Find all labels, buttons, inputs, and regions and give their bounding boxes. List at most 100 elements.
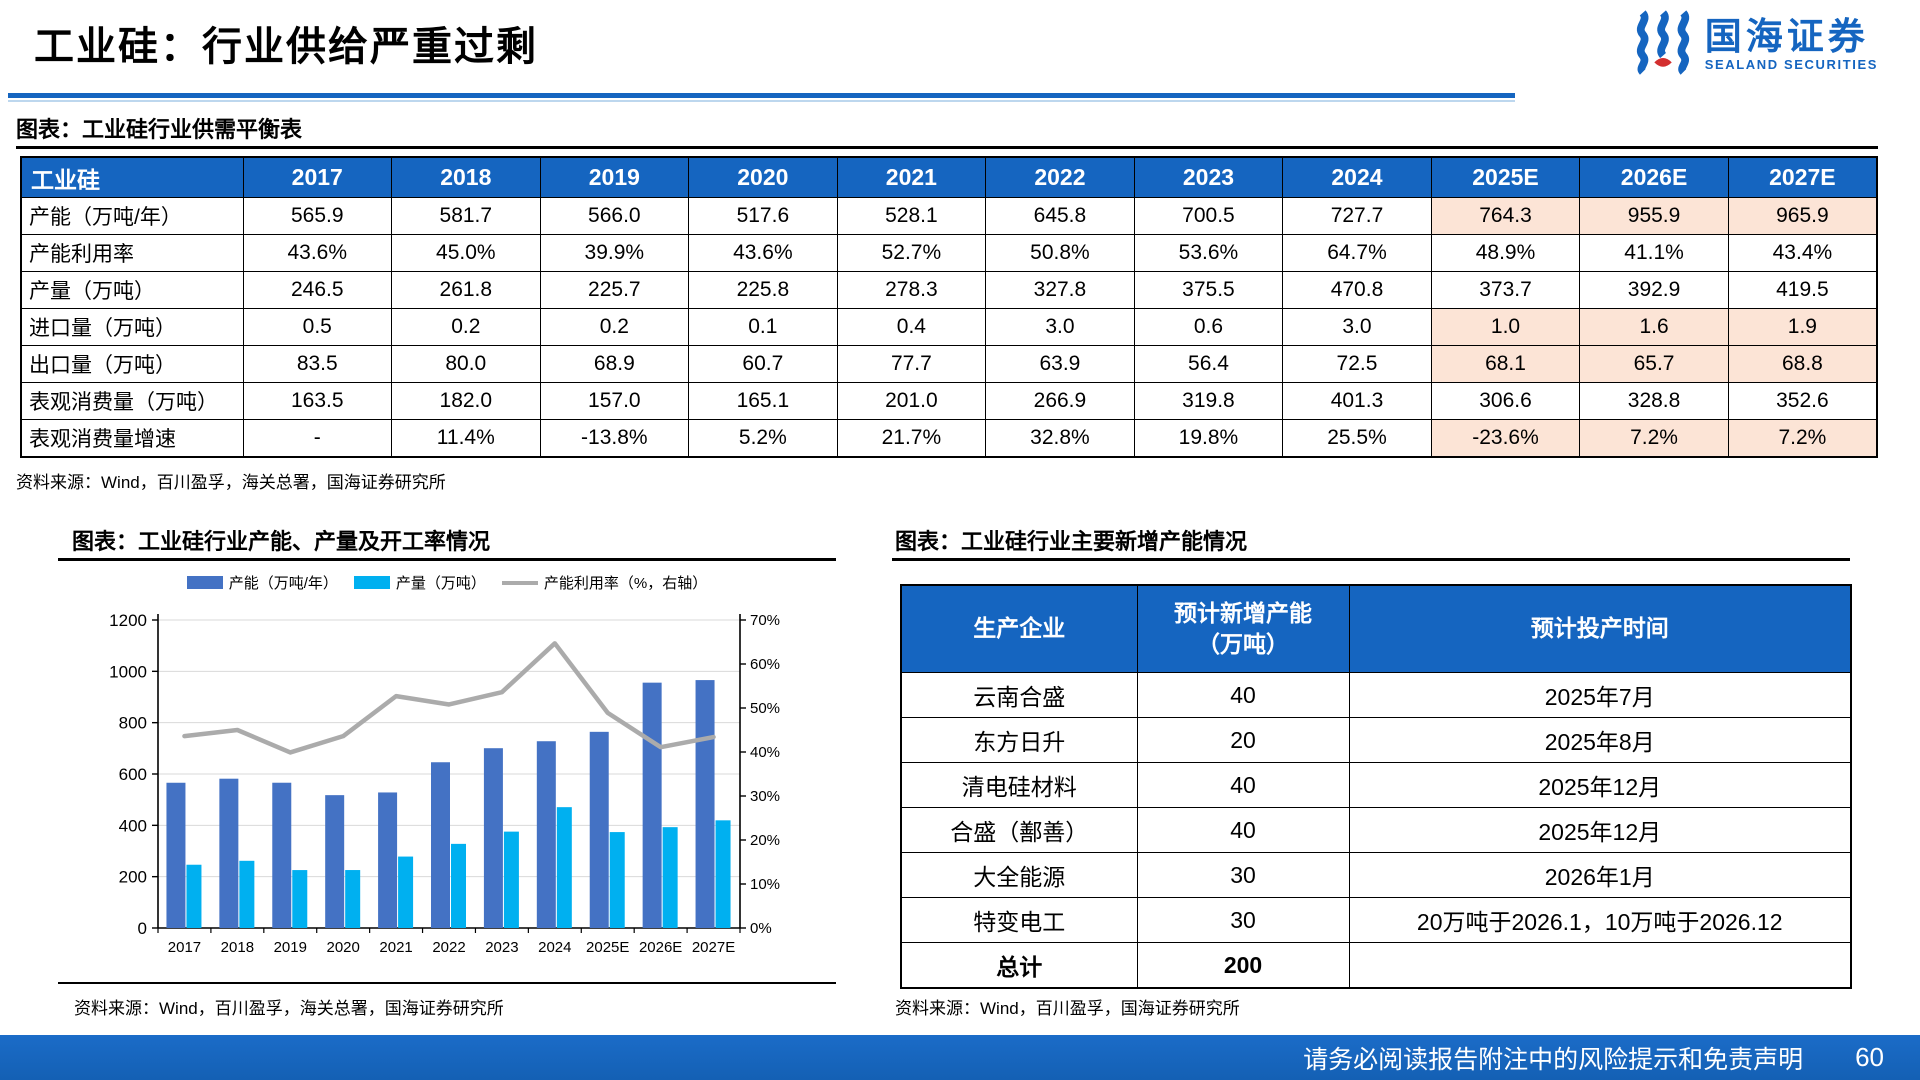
balance-cell: 0.1 bbox=[688, 308, 838, 346]
balance-table-source: 资料来源：Wind，百川盈孚，海关总署，国海证券研究所 bbox=[16, 473, 446, 492]
left-axis-label: 1000 bbox=[109, 662, 147, 681]
chart-source: 资料来源：Wind，百川盈孚，海关总署，国海证券研究所 bbox=[74, 999, 504, 1018]
balance-cell: 19.8% bbox=[1133, 419, 1284, 458]
balance-cell: 1.9 bbox=[1727, 308, 1878, 346]
balance-cell: 157.0 bbox=[539, 382, 690, 420]
capacity-table-header-row: 生产企业 预计新增产能 （万吨） 预计投产时间 bbox=[900, 584, 1852, 673]
balance-cell: 52.7% bbox=[836, 234, 987, 272]
chart-caption-rule bbox=[58, 558, 836, 561]
title-divider bbox=[8, 93, 1515, 98]
balance-cell: 11.4% bbox=[391, 419, 541, 458]
capacity-cell: 40 bbox=[1136, 762, 1350, 808]
capacity-table-row: 合盛（鄯善） 40 2025年12月 bbox=[900, 807, 1852, 853]
capacity-cell: 清电硅材料 bbox=[900, 762, 1138, 808]
balance-cell: 65.7 bbox=[1579, 345, 1729, 383]
balance-cell: 64.7% bbox=[1282, 234, 1432, 272]
capacity-table-row: 东方日升 20 2025年8月 bbox=[900, 717, 1852, 763]
balance-table-row: 产能利用率 43.6% 45.0% 39.9% 43.6% 52.7% 50.8% 53.6%… bbox=[20, 234, 1878, 272]
balance-cell: 1.0 bbox=[1430, 308, 1581, 346]
balance-cell: 373.7 bbox=[1430, 271, 1581, 309]
balance-table-row: 进口量（万吨） 0.5 0.2 0.2 0.1 0.4 3.0 0.6 3.0 1.0 1.6 1.9 bbox=[20, 308, 1878, 346]
legend-label: 产能（万吨/年） bbox=[228, 575, 338, 592]
right-axis-label: 70% bbox=[750, 612, 780, 629]
capacity-caption-rule bbox=[892, 558, 1850, 561]
capacity-cell: 30 bbox=[1136, 897, 1350, 943]
balance-cell: 0.5 bbox=[242, 308, 393, 346]
capacity-cell: 20 bbox=[1136, 717, 1350, 763]
balance-row-label: 产能（万吨/年） bbox=[20, 197, 244, 235]
balance-cell: 419.5 bbox=[1727, 271, 1878, 309]
balance-cell: 327.8 bbox=[985, 271, 1135, 309]
balance-cell: 68.8 bbox=[1727, 345, 1878, 383]
balance-cell: 68.9 bbox=[539, 345, 690, 383]
balance-cell: 39.9% bbox=[539, 234, 690, 272]
capacity-cell: 合盛（鄯善） bbox=[900, 807, 1138, 853]
balance-row-label: 进口量（万吨） bbox=[20, 308, 244, 346]
capacity-cell: 20万吨于2026.1，10万吨于2026.12 bbox=[1348, 897, 1852, 943]
balance-cell: 72.5 bbox=[1282, 345, 1432, 383]
output-bar bbox=[398, 856, 414, 928]
x-axis-label: 2026E bbox=[639, 939, 682, 956]
balance-cell: 3.0 bbox=[985, 308, 1135, 346]
balance-cell: 0.4 bbox=[836, 308, 987, 346]
balance-table-row: 表观消费量增速 -11.4% -13.8% 5.2% 21.7% 32.8% 19.8% 25… bbox=[20, 419, 1878, 458]
balance-cell: 517.6 bbox=[688, 197, 838, 235]
balance-row-label: 出口量（万吨） bbox=[20, 345, 244, 383]
balance-cell: 566.0 bbox=[539, 197, 690, 235]
footer-disclaimer: 请务必阅读报告附注中的风险提示和免责声明 bbox=[1303, 1045, 1804, 1074]
balance-cell: 764.3 bbox=[1430, 197, 1581, 235]
capacity-bar bbox=[695, 680, 715, 928]
legend-line-swatch bbox=[501, 580, 538, 585]
capacity-cell: 总计 bbox=[900, 942, 1138, 989]
balance-header-year: 2023 bbox=[1133, 156, 1284, 198]
logo-name-cn: 国海证券 bbox=[1704, 15, 1869, 57]
capacity-cell: 云南合盛 bbox=[900, 672, 1138, 718]
balance-cell: 7.2% bbox=[1579, 419, 1729, 458]
balance-cell: 965.9 bbox=[1727, 197, 1878, 235]
balance-table-caption: 图表：工业硅行业供需平衡表 bbox=[16, 117, 303, 142]
balance-cell: 645.8 bbox=[985, 197, 1135, 235]
capacity-bar bbox=[219, 778, 239, 928]
right-axis-label: 60% bbox=[750, 656, 780, 673]
output-bar bbox=[609, 832, 625, 928]
capacity-bar bbox=[536, 741, 556, 928]
x-axis-label: 2021 bbox=[379, 939, 412, 956]
balance-cell: 278.3 bbox=[836, 271, 987, 309]
balance-cell: 50.8% bbox=[985, 234, 1135, 272]
balance-cell: 700.5 bbox=[1133, 197, 1284, 235]
balance-cell: 0.2 bbox=[539, 308, 690, 346]
balance-cell: -23.6% bbox=[1430, 419, 1581, 458]
capacity-cell bbox=[1348, 942, 1852, 989]
chart-legend: 产能（万吨/年） 产量（万吨） 产能利用率（%，右轴） bbox=[58, 572, 836, 593]
left-axis-label: 400 bbox=[119, 816, 147, 835]
balance-cell: 32.8% bbox=[985, 419, 1135, 458]
capacity-cell: 2026年1月 bbox=[1348, 852, 1852, 898]
balance-row-label: 产量（万吨） bbox=[20, 271, 244, 309]
balance-cell: 25.5% bbox=[1282, 419, 1432, 458]
x-axis-label: 2025E bbox=[586, 939, 629, 956]
left-axis-label: 600 bbox=[119, 765, 147, 784]
utilization-line bbox=[182, 641, 716, 755]
right-axis-label: 40% bbox=[750, 744, 780, 761]
capacity-header-cell: 预计新增产能 （万吨） bbox=[1136, 584, 1350, 673]
output-bar bbox=[239, 860, 255, 928]
chart-bottom-rule bbox=[58, 982, 836, 984]
balance-cell: 21.7% bbox=[836, 419, 987, 458]
capacity-table-caption: 图表：工业硅行业主要新增产能情况 bbox=[895, 529, 1248, 554]
output-bar bbox=[186, 864, 202, 928]
balance-cell: 955.9 bbox=[1579, 197, 1729, 235]
balance-header-year: 2021 bbox=[836, 156, 987, 198]
balance-header-year: 2018 bbox=[391, 156, 541, 198]
output-bar bbox=[292, 870, 308, 928]
balance-cell: -13.8% bbox=[539, 419, 690, 458]
supply-demand-balance-table: 工业硅 2017 2018 2019 2020 2021 2022 2023 2024 2025E… bbox=[20, 156, 1878, 458]
sealand-logo-icon bbox=[1633, 8, 1695, 81]
capacity-header-cell: 生产企业 bbox=[900, 584, 1138, 673]
capacity-bar bbox=[483, 748, 503, 928]
capacity-table-row: 总计 200 bbox=[900, 942, 1852, 989]
right-axis-label: 20% bbox=[750, 832, 780, 849]
legend-bar-swatch bbox=[186, 576, 223, 589]
capacity-header-cell: 预计投产时间 bbox=[1348, 584, 1852, 673]
x-axis-label: 2019 bbox=[274, 939, 307, 956]
balance-cell: 201.0 bbox=[836, 382, 987, 420]
